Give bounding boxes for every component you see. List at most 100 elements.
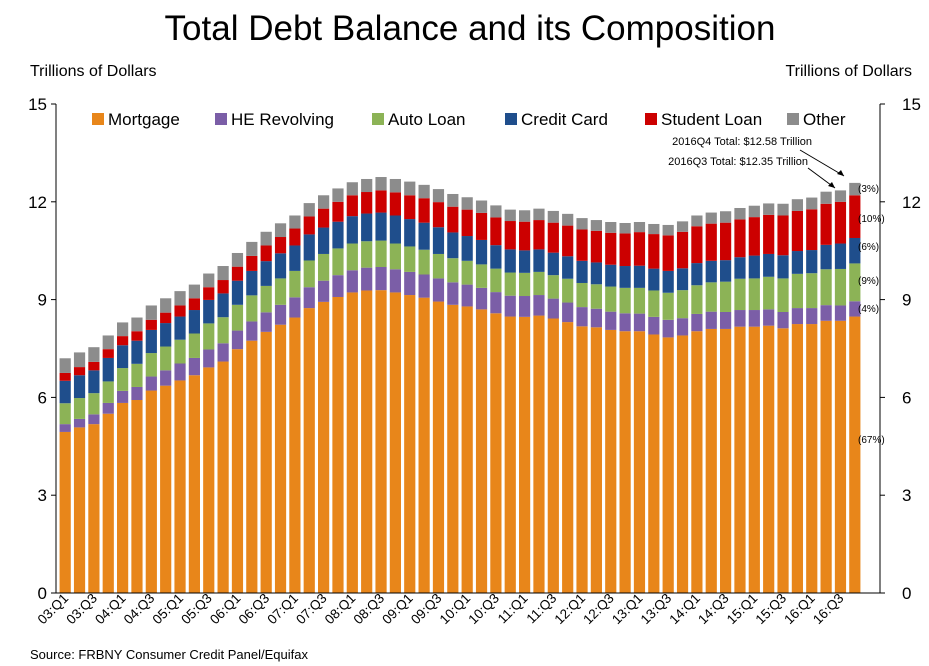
bar-segment-auto-loan	[777, 278, 789, 312]
bar-segment-mortgage	[274, 324, 287, 593]
bar-segment-credit-card	[418, 222, 430, 250]
bar-segment-other	[461, 197, 473, 210]
bar-segment-auto-loan	[102, 381, 114, 403]
bar-segment-auto-loan	[734, 278, 746, 311]
bar-segment-he-revolving	[547, 298, 559, 319]
bar-segment-mortgage	[820, 320, 832, 593]
bar-segment-auto-loan	[691, 285, 703, 314]
bar-segment-auto-loan	[834, 268, 847, 306]
bar-segment-credit-card	[274, 253, 287, 279]
bar-segment-other	[662, 224, 674, 236]
bar-segment-student-loan	[404, 195, 416, 220]
bar-segment-mortgage	[676, 335, 689, 593]
bar-segment-other	[519, 210, 531, 222]
bar-segment-auto-loan	[289, 270, 301, 298]
legend-swatch-other	[787, 113, 799, 125]
bar-segment-mortgage	[375, 290, 387, 593]
x-tick-label: 14:Q3	[695, 591, 732, 628]
bar-segment-auto-loan	[303, 260, 315, 288]
bar-segment-other	[260, 231, 272, 246]
share-label-other: (3%)	[858, 184, 879, 195]
bar-segment-auto-loan	[117, 368, 129, 391]
bar-segment-student-loan	[289, 228, 301, 246]
bar-segment-he-revolving	[131, 386, 143, 401]
bar-segment-student-loan	[361, 192, 373, 214]
bar-segment-credit-card	[203, 299, 215, 324]
bar-segment-student-loan	[806, 209, 818, 251]
bar-segment-he-revolving	[605, 311, 617, 330]
bar-segment-other	[562, 213, 574, 226]
x-ticks: 03:Q103:Q304:Q104:Q305:Q105:Q306:Q106:Q3…	[35, 591, 847, 628]
bar-segment-he-revolving	[619, 313, 631, 332]
bar-segment-auto-loan	[361, 241, 373, 268]
bar-segment-he-revolving	[533, 295, 545, 316]
bar-segment-other	[849, 182, 861, 196]
bar-segment-other	[88, 347, 100, 362]
x-tick-label: 05:Q1	[150, 591, 187, 628]
bar-segment-auto-loan	[88, 393, 100, 415]
bar-segment-credit-card	[260, 261, 272, 286]
bar-segment-he-revolving	[389, 269, 401, 293]
bar-segment-student-loan	[188, 298, 200, 311]
bar-segment-student-loan	[705, 223, 717, 261]
x-tick-label: 03:Q3	[63, 591, 100, 628]
bar-segment-he-revolving	[303, 287, 315, 309]
bar-segment-student-loan	[576, 229, 588, 261]
bar-segment-student-loan	[346, 195, 358, 217]
bar-segment-other	[418, 184, 430, 199]
x-tick-label: 16:Q3	[810, 591, 847, 628]
bar-segment-mortgage	[88, 424, 100, 593]
bar-segment-credit-card	[605, 264, 617, 287]
bar-segment-credit-card	[633, 265, 646, 288]
bar-segment-mortgage	[734, 326, 746, 593]
x-tick-label: 12:Q3	[580, 591, 617, 628]
y-tick-label-left: 9	[38, 291, 47, 310]
bar-segment-credit-card	[332, 221, 344, 249]
bar-segment-he-revolving	[633, 313, 646, 332]
bar-segment-credit-card	[791, 251, 803, 274]
q4-arrow-head	[837, 170, 844, 176]
bar-segment-credit-card	[705, 260, 717, 283]
x-tick-label: 08:Q1	[322, 591, 359, 628]
bar-segment-he-revolving	[59, 424, 71, 432]
bar-segment-other	[274, 223, 287, 238]
bar-segment-credit-card	[174, 316, 186, 340]
bar-segment-credit-card	[720, 260, 732, 282]
x-tick-label: 08:Q3	[351, 591, 388, 628]
share-label-student-loan: (10%)	[858, 214, 885, 225]
y-tick-label-right: 6	[902, 388, 911, 407]
x-tick-label: 05:Q3	[178, 591, 215, 628]
bar-segment-auto-loan	[849, 263, 861, 302]
bar-segment-he-revolving	[432, 278, 445, 302]
y-tick-label-right: 9	[902, 291, 911, 310]
bar-segment-other	[160, 298, 172, 313]
bar-segment-credit-card	[145, 329, 157, 354]
bar-segment-credit-card	[131, 340, 143, 364]
bar-segment-credit-card	[432, 227, 445, 254]
bar-segment-student-loan	[734, 219, 746, 258]
bar-segment-mortgage	[174, 380, 186, 593]
bar-segment-other	[576, 218, 588, 230]
bar-segment-he-revolving	[461, 284, 473, 307]
share-label-credit-card: (6%)	[858, 242, 879, 253]
bar-segment-mortgage	[605, 329, 617, 593]
bar-segment-credit-card	[504, 249, 516, 273]
bar-segment-he-revolving	[188, 357, 200, 376]
bar-segment-he-revolving	[748, 310, 760, 327]
bar-segment-credit-card	[389, 215, 401, 244]
bar-segment-auto-loan	[375, 240, 387, 267]
bar-segment-student-loan	[418, 198, 430, 223]
bar-segment-credit-card	[88, 370, 100, 394]
bar-segment-student-loan	[246, 255, 258, 271]
bar-segment-mortgage	[519, 316, 531, 593]
bar-segment-he-revolving	[705, 311, 717, 329]
bar-segment-mortgage	[145, 390, 157, 593]
bar-segment-mortgage	[203, 367, 215, 593]
bar-segment-auto-loan	[447, 258, 459, 283]
bar-segment-credit-card	[734, 257, 746, 279]
bar-segment-other	[217, 266, 229, 281]
bar-segment-other	[131, 317, 143, 332]
bar-segment-he-revolving	[590, 308, 602, 328]
bar-segment-credit-card	[361, 213, 373, 242]
